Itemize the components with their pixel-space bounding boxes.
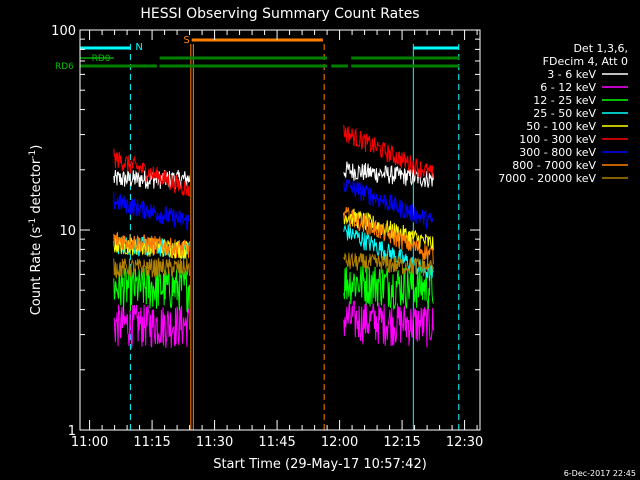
legend-label-0: 3 - 6 keV (547, 68, 596, 81)
x-tick-label-6: 12:30 (446, 435, 483, 450)
legend-label-3: 25 - 50 keV (533, 107, 596, 120)
series-trace-8-0 (113, 257, 191, 280)
legend-label-8: 7000 - 20000 keV (498, 172, 596, 185)
legend-label-2: 12 - 25 keV (533, 94, 596, 107)
rd0-flag-label: RD0 (92, 54, 111, 64)
x-tick-label-1: 11:15 (133, 435, 170, 450)
saa-flag-label: S (183, 35, 189, 46)
series-trace-5-1 (343, 124, 434, 179)
series-trace-8-1 (343, 252, 434, 277)
series-trace-2-0 (113, 266, 191, 314)
axes: 1 10 100 11:00 11:15 11:30 11:45 12:00 12:15 12:3… (51, 24, 483, 450)
x-tick-label-5: 12:15 (383, 435, 420, 450)
legend-label-7: 800 - 7000 keV (512, 159, 596, 172)
series-trace-7-1 (343, 207, 434, 265)
night-flag-label: N (135, 42, 142, 53)
y-tick-label-1: 10 (59, 224, 76, 239)
y-tick-label-2: 100 (51, 24, 76, 39)
series-trace-6-1 (343, 178, 434, 229)
y-tick-label-0: 1 (68, 424, 76, 439)
legend-label-4: 50 - 100 keV (526, 120, 596, 133)
x-tick-label-3: 11:45 (258, 435, 295, 450)
legend-label-5: 100 - 300 keV (519, 133, 596, 146)
series-trace-3-1 (343, 224, 434, 281)
chart-title: HESSI Observing Summary Count Rates (140, 6, 419, 22)
legend-label-6: 300 - 800 keV (519, 146, 596, 159)
y-axis-label: Count Rate (s-1 detector-1) (28, 145, 44, 316)
series-trace-6-0 (113, 192, 190, 231)
footer-date: 6-Dec-2017 22:45 (564, 469, 636, 478)
x-tick-label-2: 11:30 (196, 435, 233, 450)
series-trace-1-1 (343, 300, 434, 348)
legend-header-0: Det 1,3,6, (573, 42, 628, 55)
plot-area: N S RD0 RD6 (55, 35, 460, 430)
legend-header-1: FDecim 4, Att 0 (543, 55, 628, 68)
plot-frame (79, 29, 481, 431)
series-trace-2-1 (343, 264, 434, 311)
series-trace-1-0 (113, 304, 191, 349)
series-trace-7-0 (113, 231, 191, 259)
x-tick-label-0: 11:00 (71, 435, 108, 450)
legend-label-1: 6 - 12 keV (540, 81, 596, 94)
x-axis-label: Start Time (29-May-17 10:57:42) (213, 457, 427, 472)
x-tick-label-4: 12:00 (321, 435, 358, 450)
rd6-flag-label: RD6 (55, 62, 74, 72)
series-trace-5-0 (113, 148, 191, 197)
